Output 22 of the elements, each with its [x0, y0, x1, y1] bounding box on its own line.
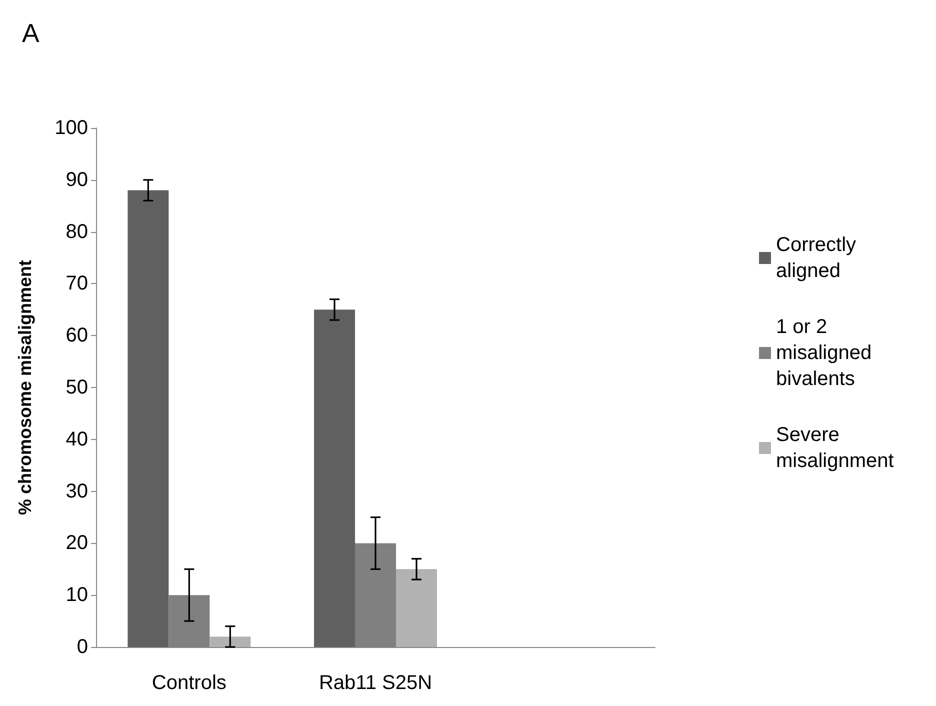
- text: A: [22, 18, 40, 48]
- y-tick-label: 60: [66, 324, 88, 347]
- y-tick-label: 30: [66, 480, 88, 502]
- bar: [128, 190, 169, 647]
- y-tick-label: 0: [76, 636, 88, 658]
- y-axis-title: % chromosome misalignment: [15, 260, 35, 516]
- bar: [396, 569, 437, 647]
- bar: [210, 636, 251, 647]
- legend-label: Correctly aligned: [776, 234, 862, 282]
- legend-label: Severe misalignment: [776, 424, 894, 472]
- bar: [314, 310, 356, 647]
- legend-label: 1 or 2 misaligned bivalents: [776, 316, 878, 390]
- y-tick-label: 80: [66, 220, 88, 243]
- y-tick-label: 100: [54, 117, 88, 139]
- y-tick-label: 20: [66, 532, 88, 554]
- y-tick-label: 10: [66, 584, 88, 606]
- y-tick-label: 70: [66, 272, 88, 295]
- y-tick-label: 50: [66, 376, 88, 398]
- y-tick-label: 40: [66, 428, 88, 450]
- x-tick-label: Controls: [152, 672, 226, 694]
- y-tick-label: 90: [66, 168, 88, 191]
- x-tick-label: Rab11 S25N: [318, 672, 432, 694]
